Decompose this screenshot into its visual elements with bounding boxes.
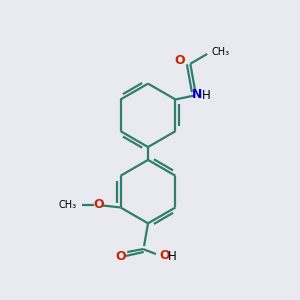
- Text: CH₃: CH₃: [59, 200, 77, 211]
- Text: H: H: [202, 89, 211, 102]
- Text: H: H: [168, 250, 177, 263]
- Text: CH₃: CH₃: [211, 47, 229, 57]
- Text: O: O: [174, 54, 185, 67]
- Text: O: O: [159, 248, 169, 262]
- Text: N: N: [192, 88, 202, 101]
- Text: O: O: [115, 250, 126, 262]
- Text: O: O: [94, 198, 104, 211]
